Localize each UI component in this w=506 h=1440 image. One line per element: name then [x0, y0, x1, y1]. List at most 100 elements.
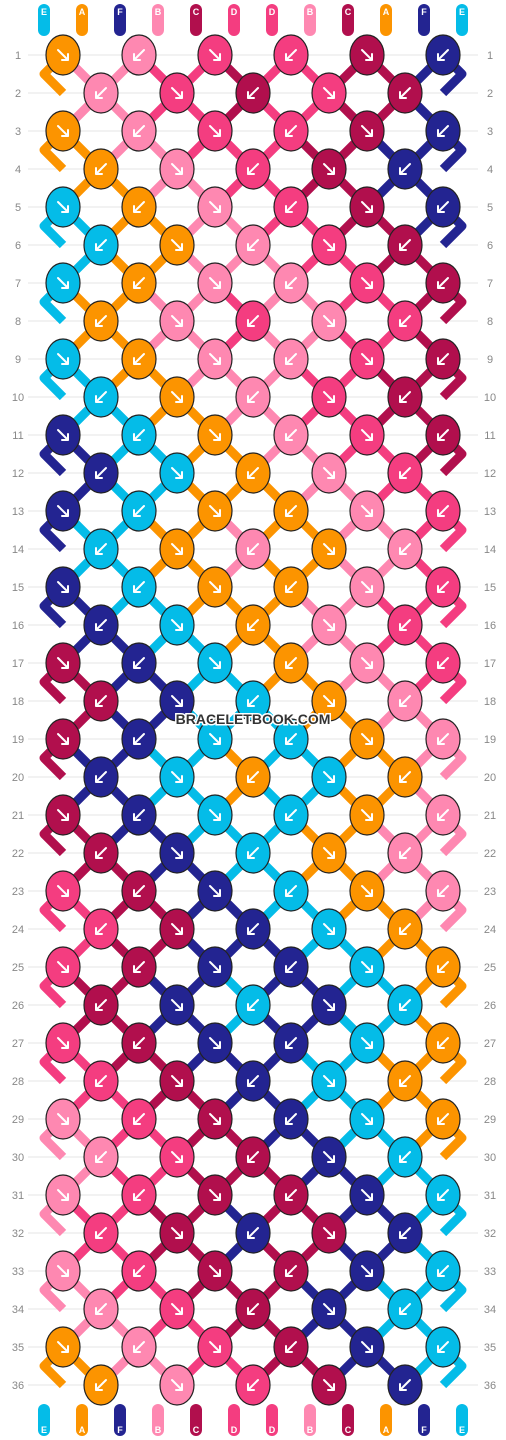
knot-arrow-icon	[247, 1379, 259, 1391]
row-number-left: 33	[12, 1266, 24, 1278]
knot	[83, 1364, 119, 1406]
knot	[425, 490, 461, 532]
knot-arrow-icon	[133, 581, 145, 593]
knot	[273, 414, 309, 456]
knot-arrow-icon	[247, 923, 259, 935]
knot-arrow-icon	[171, 87, 183, 99]
knot	[349, 1326, 385, 1368]
knot-arrow-icon	[361, 1037, 373, 1049]
knot-arrow-icon	[171, 163, 183, 175]
knot	[83, 908, 119, 950]
bottom-strand-label: A	[383, 1425, 390, 1435]
knot-arrow-icon	[285, 1113, 297, 1125]
knot	[121, 490, 157, 532]
knot-arrow-icon	[247, 619, 259, 631]
knot	[311, 908, 347, 950]
knot	[387, 1136, 423, 1178]
knot-arrow-icon	[133, 1265, 145, 1277]
top-strand-label: E	[459, 7, 465, 17]
knot	[121, 414, 157, 456]
row-number-left: 31	[12, 1190, 24, 1202]
knot-arrow-icon	[247, 771, 259, 783]
knot-arrow-icon	[285, 201, 297, 213]
top-strand-label: D	[231, 7, 238, 17]
knot	[235, 528, 271, 570]
knot-arrow-icon	[323, 999, 335, 1011]
knot-arrow-icon	[133, 201, 145, 213]
knot-grid	[45, 34, 461, 1406]
row-number-right: 18	[484, 696, 496, 708]
knot-arrow-icon	[399, 543, 411, 555]
knot	[311, 224, 347, 266]
knot	[311, 1060, 347, 1102]
knot	[425, 262, 461, 304]
knot-arrow-icon	[399, 1379, 411, 1391]
knot-arrow-icon	[57, 353, 69, 365]
knot	[121, 338, 157, 380]
row-number-right: 11	[484, 430, 495, 442]
knot-arrow-icon	[133, 277, 145, 289]
knot	[45, 718, 81, 760]
knot-arrow-icon	[209, 201, 221, 213]
knot	[235, 604, 271, 646]
knot	[45, 870, 81, 912]
row-number-left: 15	[12, 582, 24, 594]
knot-arrow-icon	[323, 1379, 335, 1391]
knot-arrow-icon	[171, 1227, 183, 1239]
row-number-left: 18	[12, 696, 24, 708]
bottom-strand-label: E	[41, 1425, 47, 1435]
knot-arrow-icon	[437, 1189, 449, 1201]
knot-arrow-icon	[57, 581, 69, 593]
knot	[159, 1136, 195, 1178]
top-strand-label: C	[345, 7, 352, 17]
knot	[159, 1288, 195, 1330]
knot-arrow-icon	[361, 277, 373, 289]
knot	[311, 1364, 347, 1406]
knot-arrow-icon	[361, 961, 373, 973]
knot-arrow-icon	[399, 391, 411, 403]
knot	[45, 186, 81, 228]
knot-arrow-icon	[399, 1151, 411, 1163]
knot	[159, 300, 195, 342]
knot	[197, 338, 233, 380]
knot	[273, 1326, 309, 1368]
knot-arrow-icon	[361, 885, 373, 897]
knot	[45, 642, 81, 684]
knot	[273, 1022, 309, 1064]
row-number-left: 22	[12, 848, 24, 860]
bottom-strand-label: C	[193, 1425, 200, 1435]
knot	[45, 110, 81, 152]
knot	[197, 1022, 233, 1064]
knot-arrow-icon	[57, 657, 69, 669]
knot-arrow-icon	[171, 999, 183, 1011]
knot	[45, 1174, 81, 1216]
knot	[121, 870, 157, 912]
row-number-left: 12	[12, 468, 24, 480]
knot-arrow-icon	[209, 657, 221, 669]
knot-arrow-icon	[95, 391, 107, 403]
knot-arrow-icon	[209, 49, 221, 61]
knot	[349, 262, 385, 304]
knot	[197, 642, 233, 684]
knot-arrow-icon	[95, 1075, 107, 1087]
knot-arrow-icon	[133, 657, 145, 669]
strand-labels: E A F B C D D B C A F E E A F B C D D B C A F E	[41, 7, 465, 1435]
knot	[425, 34, 461, 76]
knot	[425, 1098, 461, 1140]
knot-arrow-icon	[133, 49, 145, 61]
row-number-left: 6	[15, 240, 21, 252]
knot-arrow-icon	[247, 543, 259, 555]
knot	[83, 984, 119, 1026]
knot-arrow-icon	[209, 125, 221, 137]
knot-arrow-icon	[95, 87, 107, 99]
knot-arrow-icon	[247, 847, 259, 859]
knot	[197, 490, 233, 532]
knot-arrow-icon	[247, 163, 259, 175]
knot	[197, 718, 233, 760]
row-number-left: 27	[12, 1038, 24, 1050]
knot-arrow-icon	[323, 923, 335, 935]
row-number-right: 17	[484, 658, 496, 670]
knot-arrow-icon	[57, 961, 69, 973]
